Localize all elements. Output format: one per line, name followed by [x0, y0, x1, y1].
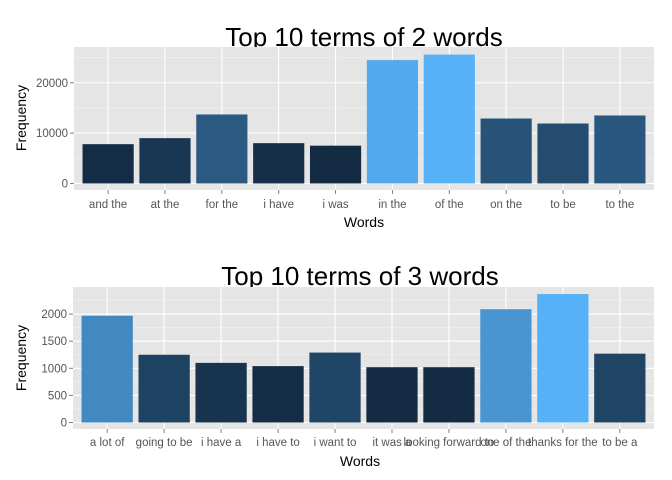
bar [366, 367, 418, 423]
bar [480, 309, 532, 423]
x-tick-label: going to be [136, 437, 193, 449]
bar [196, 114, 248, 184]
x-tick-label: a lot of [90, 437, 125, 449]
x-tick-label: in the [378, 199, 406, 211]
x-tick-label: looking forward to [404, 437, 495, 449]
chart-panel-2: Top 10 terms of 3 words 0 500 1000 1500 2000… [13, 261, 654, 469]
bar [139, 138, 191, 184]
chart-2-x-axis-title: Words [340, 453, 380, 469]
bar [366, 60, 419, 184]
x-tick-label: to be [550, 199, 576, 211]
x-tick-label: of the [435, 199, 464, 211]
x-tick-label: i want to [314, 437, 357, 449]
chart-2-y-ticks: 0 500 1000 1500 2000 [41, 309, 73, 429]
bar [423, 367, 475, 423]
bar [252, 366, 304, 423]
x-tick-label: i have to [256, 437, 299, 449]
bar [423, 54, 475, 184]
y-tick-label: 1500 [41, 336, 67, 348]
x-tick-label: thanks for the [528, 437, 598, 449]
bar [82, 144, 134, 184]
x-tick-label: to the [605, 199, 634, 211]
bar [195, 362, 247, 423]
chart-1-y-axis-title: Frequency [13, 85, 29, 151]
bar [309, 145, 362, 184]
chart-2-x-ticks: a lot of going to be i have a i have to i wa… [90, 429, 638, 449]
y-tick-label: 0 [61, 417, 67, 429]
x-tick-label: i was [322, 199, 348, 211]
x-tick-label: one of the [480, 437, 531, 449]
x-tick-label: to be a [602, 437, 638, 449]
bar [594, 353, 646, 423]
chart-1-x-axis-title: Words [344, 214, 384, 230]
bar [81, 315, 133, 423]
chart-1-bars [82, 54, 646, 184]
chart-1-x-ticks: and the at the for the i have i was in the of … [89, 190, 634, 211]
bar [480, 118, 532, 184]
x-tick-label: for the [206, 199, 239, 211]
x-tick-label: at the [151, 199, 180, 211]
bar [309, 352, 361, 423]
chart-2-y-axis-title: Frequency [13, 325, 29, 391]
bar [537, 123, 589, 184]
y-tick-label: 500 [48, 390, 67, 402]
chart-2-title: Top 10 terms of 3 words [221, 261, 498, 291]
y-tick-label: 20000 [36, 78, 68, 90]
y-tick-label: 1000 [41, 363, 67, 375]
bar [138, 354, 190, 423]
chart-1-y-ticks: 0 10000 20000 [36, 78, 74, 190]
y-tick-label: 2000 [41, 309, 67, 321]
bar [253, 143, 305, 184]
x-tick-label: and the [89, 199, 127, 211]
bar [594, 115, 646, 184]
y-tick-label: 10000 [36, 128, 68, 140]
x-tick-label: it was a [372, 437, 412, 449]
bar [537, 294, 589, 423]
x-tick-label: on the [490, 199, 522, 211]
chart-2-bars [81, 294, 646, 423]
x-tick-label: i have a [201, 437, 242, 449]
x-tick-label: i have [263, 199, 294, 211]
y-tick-label: 0 [62, 178, 68, 190]
